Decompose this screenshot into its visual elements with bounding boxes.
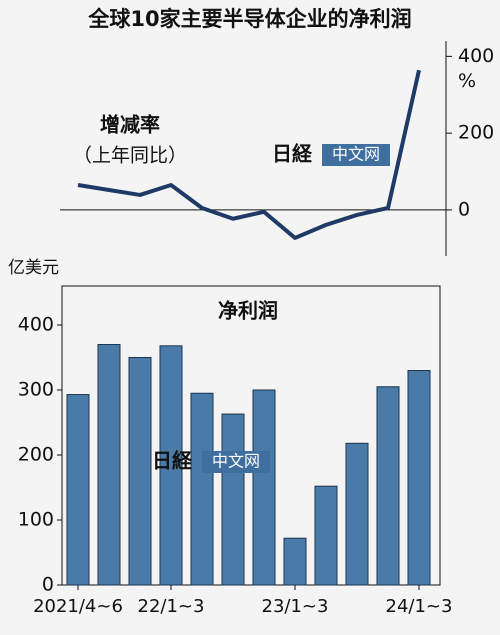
watermark-logo: 日経 [152,449,193,473]
y-tick-label: 100 [18,509,54,531]
bar [376,386,400,586]
watermark-text: 中文网 [212,452,260,471]
x-tick-label: 2021/4~6 [33,596,123,617]
bar [128,357,152,586]
bar [190,392,214,586]
x-tick-label: 23/1~3 [262,596,329,617]
panel-subtitle: （上年同比） [73,145,187,167]
watermark-text: 中文网 [332,145,380,164]
y-tick-label: 200 [458,122,494,144]
x-tick-label: 24/1~3 [386,596,453,617]
bar [345,442,369,586]
bar [407,370,431,586]
bar [283,537,307,586]
watermark-box [202,451,270,473]
bar [221,413,245,586]
y-tick-label: 400 [458,45,494,67]
y-tick-label: 0 [42,574,54,596]
y-unit: % [458,70,476,92]
panel-title: 增减率 [100,113,160,137]
plot-frame [61,285,441,586]
page-title: 全球10家主要半导体企业的净利润 [87,7,411,31]
x-tick-label: 22/1~3 [138,596,205,617]
watermark-box [322,144,390,166]
line [77,69,421,240]
y-tick-label: 200 [18,444,54,466]
y-label: 亿美元 [8,258,59,278]
y-tick-label: 300 [18,379,54,401]
bar [66,394,90,586]
watermark-logo: 日経 [272,142,313,166]
y-tick-label: 0 [458,198,470,220]
bar [252,389,276,586]
panel-title: 净利润 [218,299,278,323]
bar [97,344,121,586]
y-tick-label: 400 [18,314,54,336]
bar [314,485,338,586]
